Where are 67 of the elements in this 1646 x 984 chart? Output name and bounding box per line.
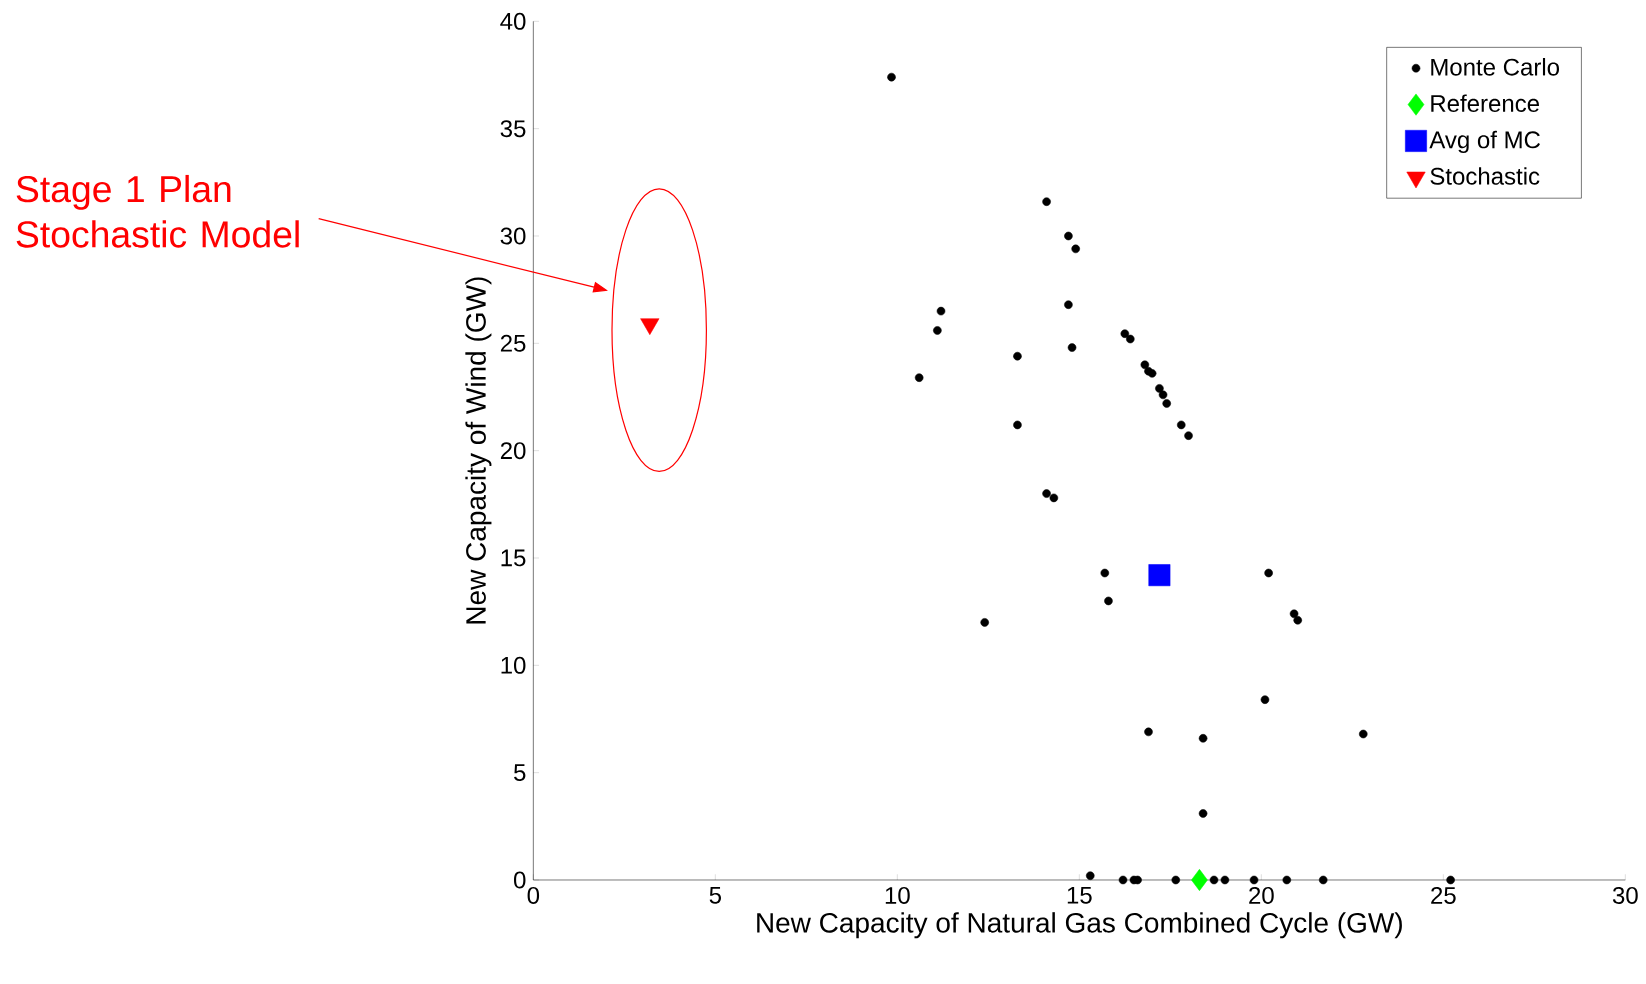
point — [1042, 489, 1051, 498]
point — [1013, 351, 1022, 361]
x-tick-label: 0 — [527, 886, 540, 904]
point — [1293, 615, 1303, 625]
point — [1260, 695, 1270, 704]
point — [1220, 875, 1230, 885]
point — [1100, 568, 1110, 578]
point — [1064, 231, 1073, 241]
point — [1158, 390, 1168, 400]
y-tick-label: 35 — [500, 120, 526, 138]
point — [1289, 609, 1299, 619]
point — [1318, 875, 1328, 885]
x-tick-label: 25 — [1431, 886, 1456, 904]
y-tick-label: 25 — [500, 334, 526, 352]
point — [1184, 431, 1193, 440]
x-tick-label: 30 — [1612, 886, 1638, 904]
point — [1147, 369, 1157, 378]
point — [1155, 384, 1164, 393]
point — [980, 618, 989, 627]
point — [1264, 568, 1273, 578]
point — [1148, 564, 1171, 587]
y-tick-label: 0 — [513, 871, 526, 889]
point — [933, 326, 942, 335]
y-tick-label: 40 — [500, 12, 526, 30]
y-tick-label: 15 — [501, 549, 526, 567]
point — [936, 306, 946, 316]
point — [1064, 300, 1073, 309]
y-axis-title: New Capacity of Wind (GW) — [465, 277, 492, 624]
point — [1118, 875, 1128, 885]
point — [1249, 875, 1259, 885]
point — [1162, 399, 1171, 408]
point — [1198, 809, 1208, 818]
point — [1049, 493, 1059, 503]
point — [1140, 360, 1150, 370]
point — [1013, 420, 1022, 430]
point — [1071, 244, 1080, 254]
point — [1067, 343, 1077, 352]
y-tick-label: 30 — [500, 227, 526, 245]
point — [1085, 871, 1095, 880]
point — [1282, 875, 1292, 885]
point — [1144, 727, 1153, 737]
x-tick-label: 10 — [885, 886, 910, 904]
point — [1209, 875, 1219, 885]
point — [1104, 596, 1113, 606]
x-tick-label: 15 — [1067, 886, 1092, 904]
legend-label: Stochastic — [1430, 167, 1540, 185]
point — [1042, 197, 1051, 206]
point — [1171, 875, 1181, 885]
point — [1176, 420, 1186, 430]
x-tick-label: 20 — [1249, 886, 1274, 904]
x-axis-title: New Capacity of Natural Gas Combined Cycle (GW) — [757, 912, 1402, 939]
point — [1446, 875, 1455, 885]
point — [1358, 729, 1368, 739]
legend-label: Reference — [1431, 94, 1539, 113]
y-tick-label: 10 — [501, 656, 526, 674]
x-tick-label: 5 — [709, 886, 721, 904]
point — [1120, 329, 1130, 338]
legend-label: Monte Carlo — [1431, 58, 1560, 76]
legend-label: Avg of MC — [1429, 130, 1540, 154]
y-tick-label: 5 — [514, 764, 526, 782]
text: Stage 1 Plan Stochastic Model — [16, 174, 299, 248]
point — [887, 72, 896, 82]
point — [914, 373, 924, 382]
point — [1198, 734, 1208, 743]
point — [1126, 334, 1135, 344]
point — [1191, 869, 1208, 891]
y-tick-label: 20 — [500, 442, 526, 460]
